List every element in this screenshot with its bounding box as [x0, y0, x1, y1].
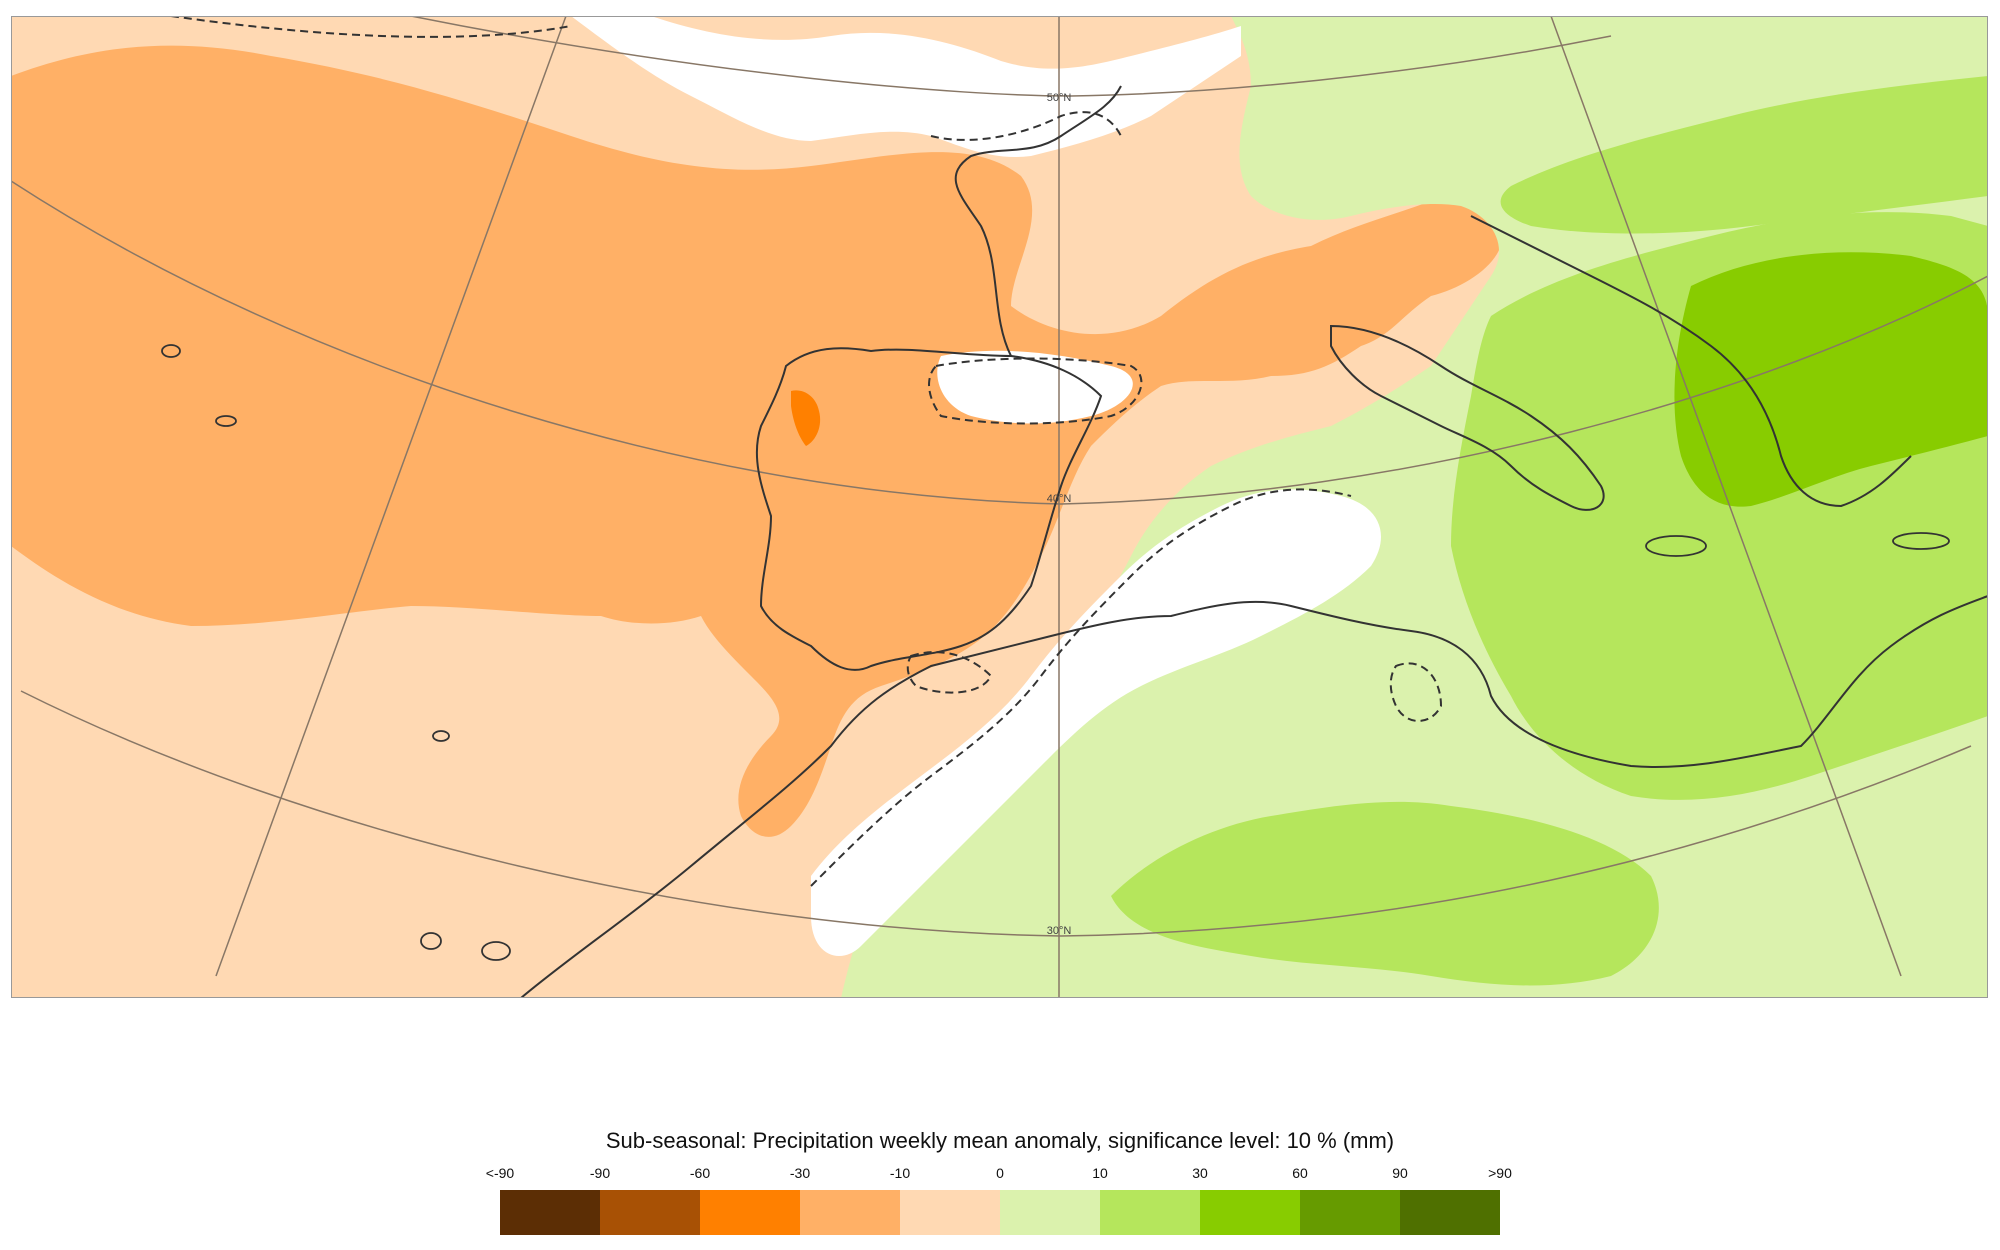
significance-contour — [1389, 662, 1443, 722]
island — [215, 415, 237, 427]
italy-coastline — [1330, 324, 1605, 511]
color-legend: <-90 -90 -60 -30 -10 0 10 30 60 90 >90 — [486, 1165, 1512, 1235]
island — [1892, 532, 1950, 550]
island — [1645, 535, 1707, 557]
island — [420, 932, 442, 950]
iberia-coastline — [755, 347, 1103, 671]
significance-contour — [906, 651, 993, 694]
legend-tick-label: >90 — [1488, 1165, 1512, 1181]
france-coastline — [954, 85, 1122, 357]
lat-label-40n: 40°N — [1047, 493, 1072, 505]
legend-title: Sub-seasonal: Precipitation weekly mean … — [605, 1128, 1395, 1153]
anomaly-region-plus60 — [1674, 252, 1988, 507]
meridian-east — [1550, 16, 1902, 977]
legend-tick-label: -10 — [889, 1165, 911, 1181]
legend-swatch — [900, 1190, 1000, 1235]
legend-swatch — [1300, 1190, 1400, 1235]
legend-tick-label: 60 — [1292, 1165, 1308, 1181]
island — [432, 730, 450, 742]
legend-swatch — [600, 1190, 700, 1235]
legend-tick-label: 10 — [1092, 1165, 1108, 1181]
legend-swatch — [700, 1190, 800, 1235]
legend-tick-label: <-90 — [485, 1165, 515, 1181]
legend-swatch — [1400, 1190, 1500, 1235]
anomaly-region-minus60 — [791, 390, 821, 446]
africa-coastline — [520, 595, 1988, 998]
precipitation-anomaly-map: 50°N 40°N 30°N — [11, 16, 1988, 998]
legend-tick-label: -60 — [689, 1165, 711, 1181]
nonsignificant-band-coast — [811, 489, 1381, 956]
island — [481, 941, 511, 961]
legend-swatch — [1000, 1190, 1100, 1235]
meridian-west-2 — [215, 16, 567, 977]
anomaly-region-plus30-north — [1500, 76, 1988, 234]
significance-contour — [810, 488, 1352, 887]
legend-tick-label: 0 — [996, 1165, 1004, 1181]
nonsignificant-band-north — [571, 16, 1241, 157]
legend-tick-label: -30 — [789, 1165, 811, 1181]
legend-tick-label: 90 — [1392, 1165, 1408, 1181]
legend-tick-label: 30 — [1192, 1165, 1208, 1181]
anomaly-region-plus30 — [1111, 801, 1659, 986]
parallel-30n — [20, 690, 1972, 937]
legend-tick-label: -90 — [589, 1165, 611, 1181]
significance-contour — [928, 357, 1143, 425]
island — [161, 344, 181, 358]
balkans-coastline — [1470, 215, 1912, 508]
legend-swatch — [1100, 1190, 1200, 1235]
lat-label-50n: 50°N — [1047, 92, 1072, 104]
legend-swatch — [500, 1190, 600, 1235]
significance-contour — [930, 111, 1122, 141]
parallel-40n — [11, 180, 1988, 505]
legend-swatch — [1200, 1190, 1300, 1235]
significance-contour — [170, 16, 572, 38]
parallel-50n — [410, 16, 1612, 97]
lat-label-30n: 30°N — [1047, 925, 1072, 937]
nonsignificant-band-central — [937, 350, 1133, 424]
legend-swatch — [800, 1190, 900, 1235]
